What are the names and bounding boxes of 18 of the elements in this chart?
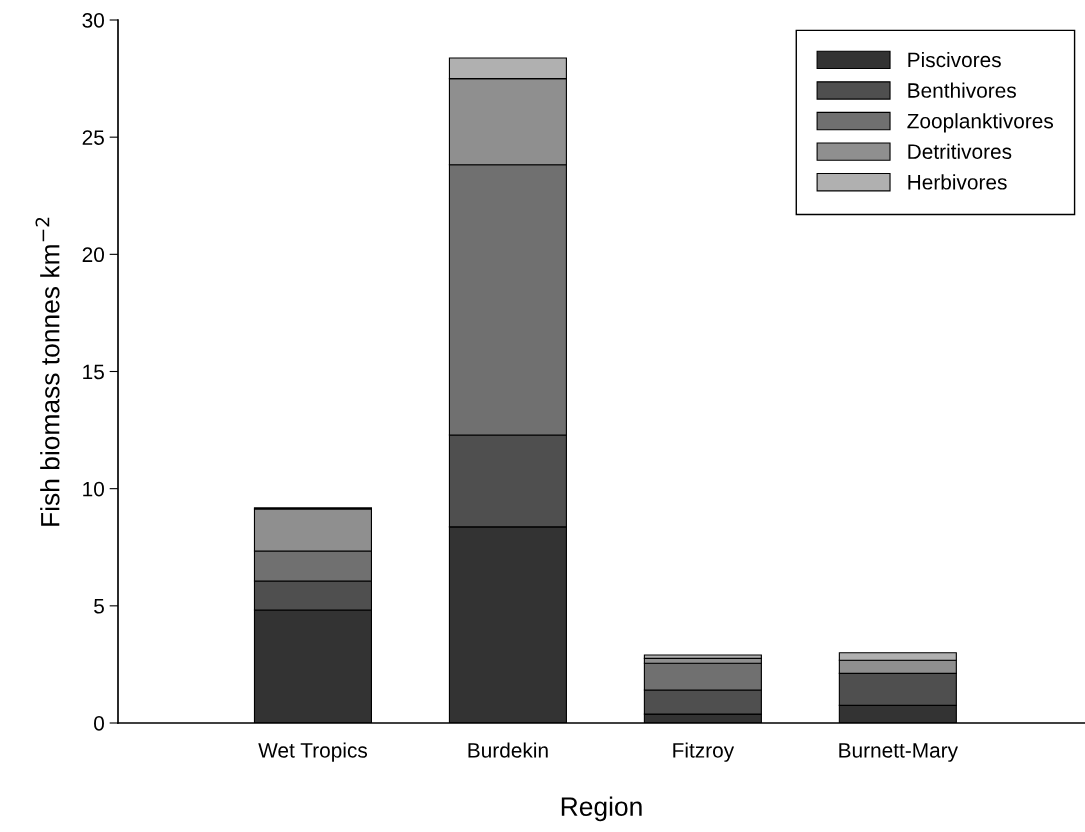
x-axis-title: Region [561, 796, 642, 822]
x-tick-label: Wet Tropics [258, 742, 368, 762]
legend-label: Benthivores [908, 82, 1016, 98]
y-tick-label: 5 [94, 599, 104, 614]
legend-label: Zooplanktivores [907, 113, 1054, 133]
y-tick-label: 0 [94, 716, 104, 731]
legend-label: Detritivores [908, 143, 1012, 160]
y-tick-label: 25 [82, 130, 104, 145]
x-tick-label: Burnett-Mary [839, 743, 958, 762]
y-axis-title: Fish biomass tonnes km$^{−2}$ [35, 217, 60, 526]
legend-label: Herbivores [908, 174, 1007, 190]
legend-label: Piscivores [908, 51, 1001, 68]
y-tick-label: 20 [82, 247, 104, 263]
x-tick-label: Burdekin [468, 742, 548, 758]
y-tick-label: 10 [83, 481, 104, 497]
x-tick-label: Fitzroy [673, 742, 735, 762]
y-tick-label: 30 [82, 13, 104, 28]
y-tick-label: 15 [83, 364, 104, 380]
